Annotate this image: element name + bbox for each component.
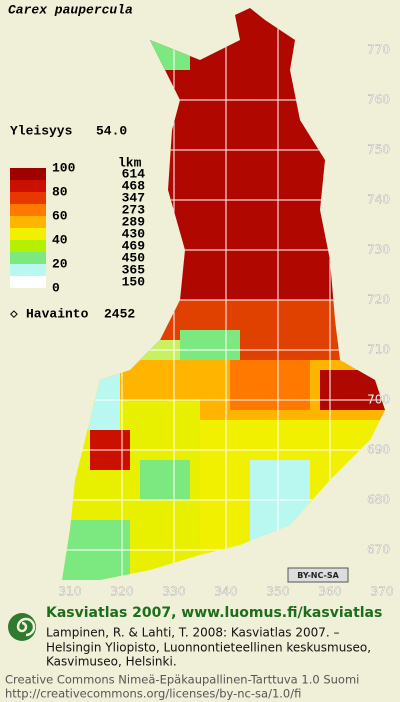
- frequency-label: Yleisyys: [10, 123, 73, 138]
- legend-count: 614: [122, 166, 146, 181]
- y-grid-label: 710: [367, 343, 390, 357]
- legend-swatch: [10, 216, 46, 228]
- x-grid-label: 370: [371, 585, 394, 599]
- grid-labels: 770 760 750 740 730 720 710 700 690 680 670 310 320 3…: [58, 42, 394, 599]
- legend-count: 469: [122, 238, 146, 253]
- legend-count: 468: [122, 178, 146, 193]
- legend-header: lkm: [118, 155, 142, 170]
- x-grid-label: 330: [163, 585, 186, 599]
- legend-swatch: [10, 276, 46, 288]
- legend-swatch: [10, 228, 46, 240]
- y-grid-label: 700: [367, 393, 390, 407]
- citation-line: Lampinen, R. & Lahti, T. 2008: Kasviatla…: [46, 626, 340, 640]
- y-grid-label: 740: [367, 193, 390, 207]
- license-line: Creative Commons Nimeä-Epäkaupallinen-Ta…: [5, 673, 359, 687]
- y-grid-label: 690: [367, 443, 390, 457]
- footer-headline: Kasviatlas 2007, www.luomus.fi/kasviatla…: [46, 605, 382, 621]
- legend-scale-label: 40: [52, 232, 68, 247]
- legend-count: 150: [122, 274, 146, 289]
- y-grid-label: 760: [367, 93, 390, 107]
- cc-badge-text: BY-NC-SA: [297, 571, 339, 580]
- license-line: http://creativecommons.org/licenses/by-n…: [5, 687, 301, 701]
- cc-badge: [287, 567, 349, 583]
- legend-count: 347: [122, 190, 145, 205]
- legend-swatch: [10, 168, 46, 180]
- citation-line: Helsingin Yliopisto, Luonnontieteellinen…: [46, 641, 371, 655]
- y-grid-label: 730: [367, 243, 390, 257]
- legend-count: 450: [122, 250, 146, 265]
- legend-swatch: [10, 240, 46, 252]
- legend-swatch: [10, 180, 46, 192]
- legend-scale-label: 100: [52, 160, 76, 175]
- y-grid-label: 670: [367, 543, 390, 557]
- x-grid-label: 320: [111, 585, 134, 599]
- legend-scale-label: 0: [52, 280, 60, 295]
- citation-line: Kasvimuseo, Helsinki.: [46, 655, 177, 669]
- legend-scale-label: 60: [52, 208, 68, 223]
- observation-label: Havainto: [26, 306, 89, 321]
- y-grid-label: 750: [367, 143, 390, 157]
- legend-swatch: [10, 252, 46, 264]
- frequency-value: 54.0: [96, 123, 127, 138]
- legend-scale-label: 20: [52, 256, 68, 271]
- legend-swatch: [10, 192, 46, 204]
- species-title: Carex paupercula: [8, 2, 133, 17]
- y-grid-label: 770: [367, 43, 390, 57]
- legend-swatch: [10, 204, 46, 216]
- logo: [8, 613, 36, 641]
- legend-count: 289: [122, 214, 146, 229]
- legend-count: 273: [122, 202, 146, 217]
- legend-swatch: [10, 264, 46, 276]
- x-grid-label: 360: [319, 585, 342, 599]
- legend-count: 365: [122, 262, 146, 277]
- legend-count: 430: [122, 226, 146, 241]
- observation-count: 2452: [104, 306, 135, 321]
- x-grid-label: 350: [267, 585, 290, 599]
- observation-marker: ◇: [10, 306, 18, 321]
- x-grid-label: 310: [59, 585, 82, 599]
- x-grid-label: 340: [215, 585, 238, 599]
- y-grid-label: 680: [367, 493, 390, 507]
- y-grid-label: 720: [367, 293, 390, 307]
- legend-scale-label: 80: [52, 184, 68, 199]
